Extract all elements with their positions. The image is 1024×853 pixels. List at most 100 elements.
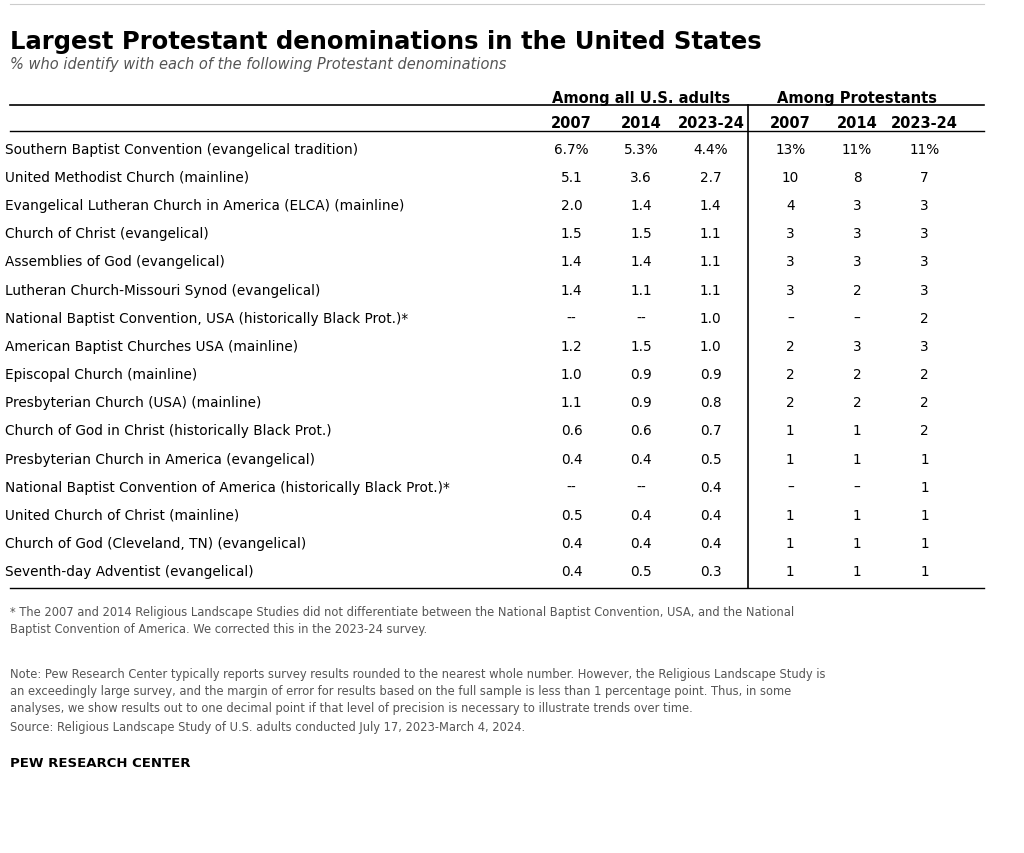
Text: 0.7: 0.7 [700,424,722,438]
Text: 1.1: 1.1 [700,227,722,241]
Text: 5.3%: 5.3% [624,142,658,156]
Text: 2: 2 [786,339,795,353]
Text: % who identify with each of the following Protestant denominations: % who identify with each of the followin… [10,57,506,73]
Text: Southern Baptist Convention (evangelical tradition): Southern Baptist Convention (evangelical… [5,142,358,156]
Text: 2: 2 [921,311,929,325]
Text: 1: 1 [921,508,929,522]
Text: 2: 2 [853,283,861,297]
Text: 0.9: 0.9 [700,368,722,381]
Text: 1.1: 1.1 [700,255,722,269]
Text: 11%: 11% [842,142,872,156]
Text: PEW RESEARCH CENTER: PEW RESEARCH CENTER [10,757,190,769]
Text: --: -- [566,480,577,494]
Text: 2.7: 2.7 [700,171,722,184]
Text: Church of Christ (evangelical): Church of Christ (evangelical) [5,227,209,241]
Text: 2: 2 [853,396,861,409]
Text: 1.5: 1.5 [631,339,652,353]
Text: --: -- [566,311,577,325]
Text: 1: 1 [853,537,861,550]
Text: 1.1: 1.1 [700,283,722,297]
Text: Largest Protestant denominations in the United States: Largest Protestant denominations in the … [10,30,762,54]
Text: 3: 3 [853,339,861,353]
Text: 3: 3 [921,283,929,297]
Text: 1.4: 1.4 [631,255,652,269]
Text: 3.6: 3.6 [631,171,652,184]
Text: 2: 2 [921,424,929,438]
Text: --: -- [636,480,646,494]
Text: 0.4: 0.4 [631,508,652,522]
Text: 0.9: 0.9 [631,368,652,381]
Text: --: -- [636,311,646,325]
Text: * The 2007 and 2014 Religious Landscape Studies did not differentiate between th: * The 2007 and 2014 Religious Landscape … [10,606,794,635]
Text: 3: 3 [853,199,861,212]
Text: 0.5: 0.5 [561,508,583,522]
Text: American Baptist Churches USA (mainline): American Baptist Churches USA (mainline) [5,339,298,353]
Text: 1: 1 [786,508,795,522]
Text: 4.4%: 4.4% [693,142,728,156]
Text: 7: 7 [921,171,929,184]
Text: 1.0: 1.0 [700,311,722,325]
Text: 1.4: 1.4 [700,199,722,212]
Text: 2: 2 [786,396,795,409]
Text: 1.5: 1.5 [561,227,583,241]
Text: 1.2: 1.2 [561,339,583,353]
Text: Among all U.S. adults: Among all U.S. adults [552,91,730,107]
Text: 1.0: 1.0 [700,339,722,353]
Text: Episcopal Church (mainline): Episcopal Church (mainline) [5,368,198,381]
Text: 0.8: 0.8 [700,396,722,409]
Text: 1: 1 [786,537,795,550]
Text: 3: 3 [853,227,861,241]
Text: 6.7%: 6.7% [554,142,589,156]
Text: 1.4: 1.4 [631,199,652,212]
Text: 1.5: 1.5 [631,227,652,241]
Text: 3: 3 [921,199,929,212]
Text: Church of God (Cleveland, TN) (evangelical): Church of God (Cleveland, TN) (evangelic… [5,537,306,550]
Text: Presbyterian Church (USA) (mainline): Presbyterian Church (USA) (mainline) [5,396,261,409]
Text: 0.5: 0.5 [700,452,722,466]
Text: Evangelical Lutheran Church in America (ELCA) (mainline): Evangelical Lutheran Church in America (… [5,199,404,212]
Text: 3: 3 [921,339,929,353]
Text: 0.4: 0.4 [700,480,722,494]
Text: 1: 1 [921,537,929,550]
Text: 13%: 13% [775,142,806,156]
Text: United Methodist Church (mainline): United Methodist Church (mainline) [5,171,249,184]
Text: 1: 1 [853,452,861,466]
Text: 0.3: 0.3 [700,565,722,578]
Text: 1: 1 [921,565,929,578]
Text: 2: 2 [921,396,929,409]
Text: Lutheran Church-Missouri Synod (evangelical): Lutheran Church-Missouri Synod (evangeli… [5,283,321,297]
Text: 0.4: 0.4 [561,537,583,550]
Text: 2: 2 [921,368,929,381]
Text: 0.4: 0.4 [700,508,722,522]
Text: 0.4: 0.4 [561,452,583,466]
Text: –: – [787,311,794,325]
Text: 1.4: 1.4 [561,283,583,297]
Text: 0.4: 0.4 [631,452,652,466]
Text: 1.1: 1.1 [561,396,583,409]
Text: 1.1: 1.1 [631,283,652,297]
Text: 0.6: 0.6 [561,424,583,438]
Text: Source: Religious Landscape Study of U.S. adults conducted July 17, 2023-March 4: Source: Religious Landscape Study of U.S… [10,720,525,733]
Text: 2007: 2007 [770,116,811,131]
Text: 1: 1 [921,452,929,466]
Text: Seventh-day Adventist (evangelical): Seventh-day Adventist (evangelical) [5,565,254,578]
Text: 0.4: 0.4 [561,565,583,578]
Text: 8: 8 [853,171,861,184]
Text: Note: Pew Research Center typically reports survey results rounded to the neares: Note: Pew Research Center typically repo… [10,667,825,714]
Text: National Baptist Convention, USA (historically Black Prot.)*: National Baptist Convention, USA (histor… [5,311,409,325]
Text: Church of God in Christ (historically Black Prot.): Church of God in Christ (historically Bl… [5,424,332,438]
Text: Presbyterian Church in America (evangelical): Presbyterian Church in America (evangeli… [5,452,315,466]
Text: 3: 3 [921,255,929,269]
Text: 3: 3 [921,227,929,241]
Text: Assemblies of God (evangelical): Assemblies of God (evangelical) [5,255,225,269]
Text: 1.0: 1.0 [561,368,583,381]
Text: 1: 1 [786,452,795,466]
Text: 1.4: 1.4 [561,255,583,269]
Text: 0.5: 0.5 [631,565,652,578]
Text: 0.6: 0.6 [631,424,652,438]
Text: 1: 1 [921,480,929,494]
Text: 2: 2 [853,368,861,381]
Text: –: – [854,480,860,494]
Text: 5.1: 5.1 [561,171,583,184]
Text: National Baptist Convention of America (historically Black Prot.)*: National Baptist Convention of America (… [5,480,450,494]
